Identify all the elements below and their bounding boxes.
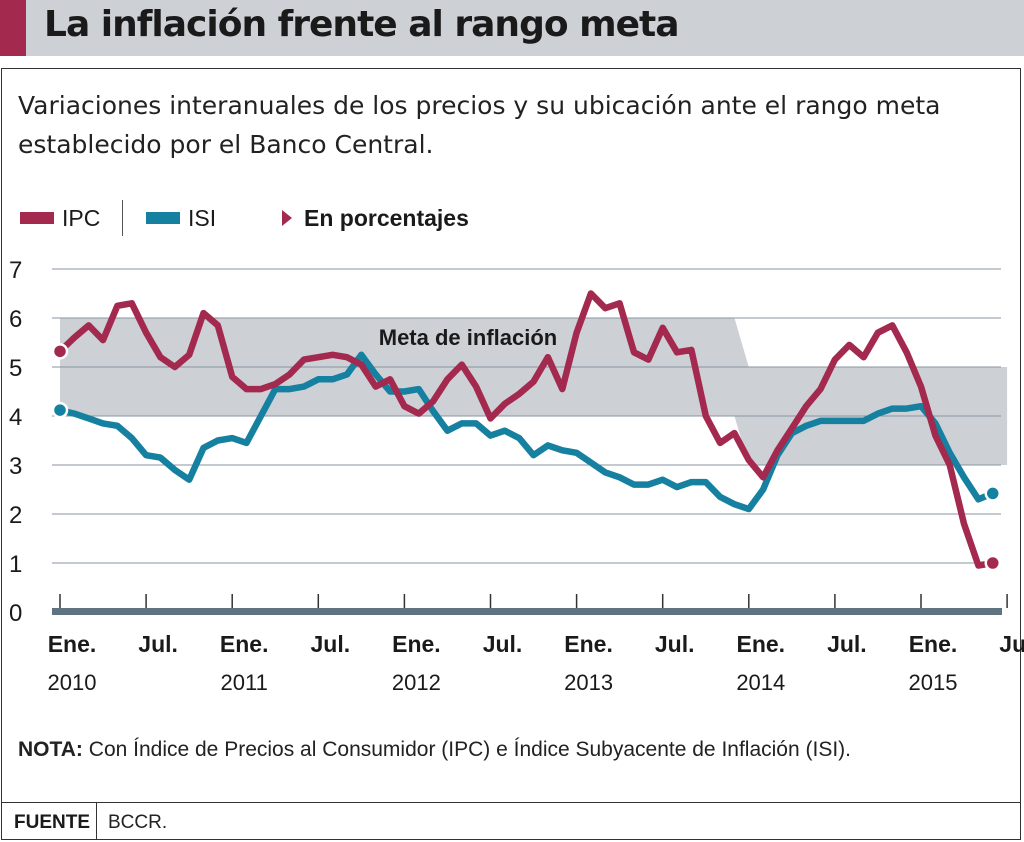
y-tick-label: 1 xyxy=(9,551,22,578)
x-year-label: 2015 xyxy=(909,670,958,695)
x-tick-label: Jul. xyxy=(827,631,867,657)
x-tick-label: Jul. xyxy=(310,631,350,657)
y-tick-label: 4 xyxy=(9,404,22,431)
band-label: Meta de inflación xyxy=(379,325,557,350)
x-tick-label: Jul. xyxy=(138,631,178,657)
chart-note: NOTA: Con Índice de Precios al Consumido… xyxy=(18,738,851,762)
legend-label-isi: ISI xyxy=(188,204,217,231)
x-year-label: 2012 xyxy=(392,670,441,695)
x-year-label: 2014 xyxy=(736,670,785,695)
endpoint-marker-isi xyxy=(984,485,1001,502)
footer-divider xyxy=(1,802,1021,803)
x-tick-label: Ene. xyxy=(220,631,269,657)
legend-label-ipc: IPC xyxy=(62,204,101,231)
series-line-isi xyxy=(56,351,997,513)
units-label: En porcentajes xyxy=(304,204,469,231)
x-tick-label: Jul. xyxy=(999,631,1024,657)
x-tick-label: Ene. xyxy=(564,631,613,657)
source-text: BCCR. xyxy=(108,812,168,833)
source-label: FUENTE xyxy=(14,812,90,833)
footer-separator xyxy=(96,803,97,840)
endpoint-marker-isi xyxy=(51,401,69,419)
chart-frame xyxy=(1,68,1021,840)
target-band xyxy=(60,318,1008,465)
series-line-ipc xyxy=(56,290,997,569)
legend-separator xyxy=(122,200,123,236)
x-tick-label: Jul. xyxy=(655,631,695,657)
x-tick-label: Jul. xyxy=(483,631,523,657)
x-tick-label: Ene. xyxy=(48,631,97,657)
y-tick-label: 2 xyxy=(9,502,22,529)
legend-item-ipc: IPC xyxy=(20,200,100,236)
y-tick-label: 0 xyxy=(9,600,22,627)
x-year-label: 2011 xyxy=(221,670,268,695)
chart-title: La inflación frente al rango meta xyxy=(44,4,680,45)
legend-item-isi: ISI xyxy=(146,200,216,236)
y-tick-label: 7 xyxy=(9,257,22,284)
triangle-icon xyxy=(282,210,292,226)
x-tick-label: Ene. xyxy=(737,631,786,657)
note-text: Con Índice de Precios al Consumidor (IPC… xyxy=(82,738,851,761)
y-tick-label: 3 xyxy=(9,453,22,480)
chart-subtitle: Variaciones interanuales de los precios … xyxy=(18,91,941,159)
x-year-label: 2010 xyxy=(48,670,97,695)
endpoint-marker-ipc xyxy=(984,554,1001,572)
ipc-swatch xyxy=(20,212,54,224)
x-year-label: 2013 xyxy=(564,670,613,695)
line-chart: 0 1 2 3 4 5 6 7 Meta de inflación Ene. 2010 Jul. Ene… xyxy=(9,257,1024,695)
x-tick-label: Ene. xyxy=(392,631,441,657)
endpoint-marker-ipc xyxy=(51,343,69,360)
x-axis xyxy=(52,608,1002,615)
isi-swatch xyxy=(146,212,180,224)
legend-units: En porcentajes xyxy=(282,200,469,236)
y-tick-label: 5 xyxy=(9,355,22,382)
y-tick-label: 6 xyxy=(9,306,22,333)
header-accent xyxy=(0,0,26,56)
header-bar xyxy=(0,0,1024,56)
note-label: NOTA: xyxy=(18,738,83,761)
x-tick-label: Ene. xyxy=(909,631,958,657)
